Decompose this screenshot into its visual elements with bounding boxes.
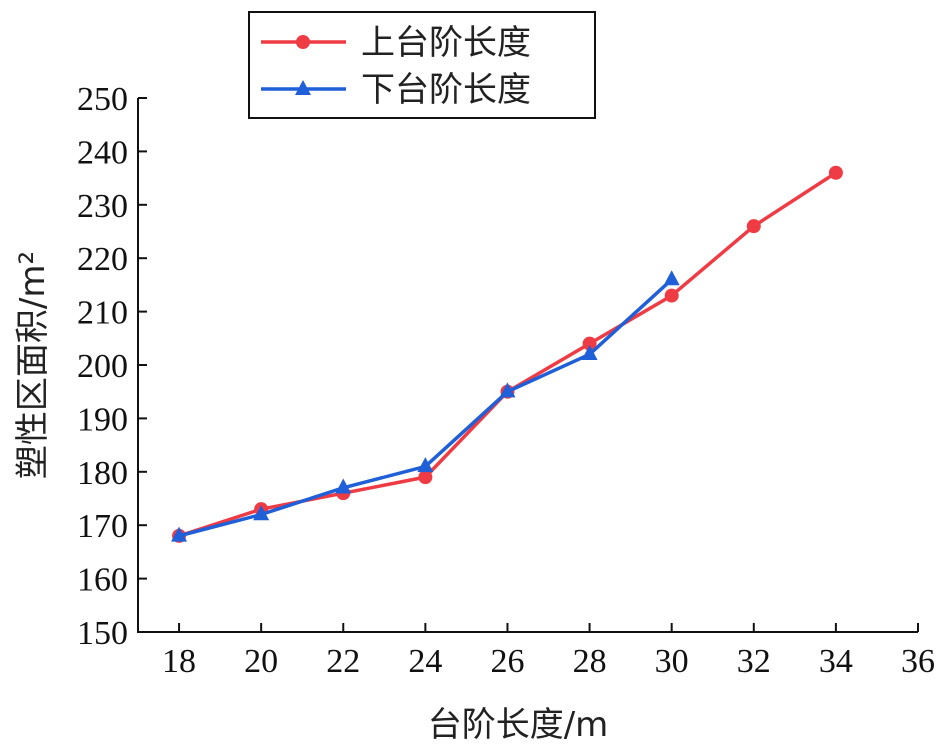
x-tick-label: 34 bbox=[819, 643, 853, 680]
x-tick-label: 32 bbox=[737, 643, 771, 680]
data-point bbox=[663, 270, 680, 286]
y-tick-label: 180 bbox=[77, 455, 128, 492]
y-tick-label: 170 bbox=[77, 508, 128, 545]
series-line bbox=[178, 171, 837, 538]
x-tick-label: 26 bbox=[490, 643, 524, 680]
legend-marker-circle bbox=[296, 35, 310, 49]
y-tick-label: 250 bbox=[77, 81, 128, 118]
y-tick-label: 240 bbox=[77, 134, 128, 171]
series-line bbox=[178, 278, 673, 538]
data-point bbox=[828, 165, 843, 180]
data-point bbox=[582, 336, 597, 351]
legend-label: 上台阶长度 bbox=[361, 23, 531, 63]
legend-marker-triangle bbox=[295, 80, 311, 95]
data-point bbox=[581, 345, 598, 361]
data-point bbox=[253, 505, 270, 521]
data-point bbox=[417, 457, 434, 473]
legend-label: 下台阶长度 bbox=[361, 70, 531, 110]
data-point bbox=[746, 219, 761, 234]
y-tick-label: 210 bbox=[77, 295, 128, 332]
y-tick-label: 190 bbox=[77, 401, 128, 438]
series-1 bbox=[172, 165, 843, 543]
x-tick-label: 24 bbox=[408, 643, 442, 680]
y-tick-label: 220 bbox=[77, 241, 128, 278]
y-tick-label: 200 bbox=[77, 348, 128, 385]
data-point bbox=[418, 470, 433, 485]
y-tick-label: 150 bbox=[77, 615, 128, 652]
axes: 150 160 170 180 190 200 210 220 230 240 250 18 20 22 2… bbox=[77, 81, 935, 680]
x-tick-label: 30 bbox=[655, 643, 689, 680]
y-tick-label: 160 bbox=[77, 562, 128, 599]
x-tick-label: 20 bbox=[244, 643, 278, 680]
data-point bbox=[664, 288, 679, 303]
legend-box bbox=[248, 11, 596, 119]
x-tick-label: 18 bbox=[162, 643, 196, 680]
data-point bbox=[499, 382, 516, 398]
x-tick-label: 22 bbox=[326, 643, 360, 680]
series-2 bbox=[171, 270, 680, 542]
x-axis-label: 台阶长度/m bbox=[428, 705, 609, 745]
series-layer bbox=[171, 165, 843, 543]
data-point bbox=[171, 526, 188, 542]
data-point bbox=[335, 478, 352, 494]
y-tick-label: 230 bbox=[77, 188, 128, 225]
x-tick-label: 36 bbox=[901, 643, 935, 680]
y-axis-label: 塑性区面积/m² bbox=[13, 251, 53, 479]
x-tick-label: 28 bbox=[573, 643, 607, 680]
